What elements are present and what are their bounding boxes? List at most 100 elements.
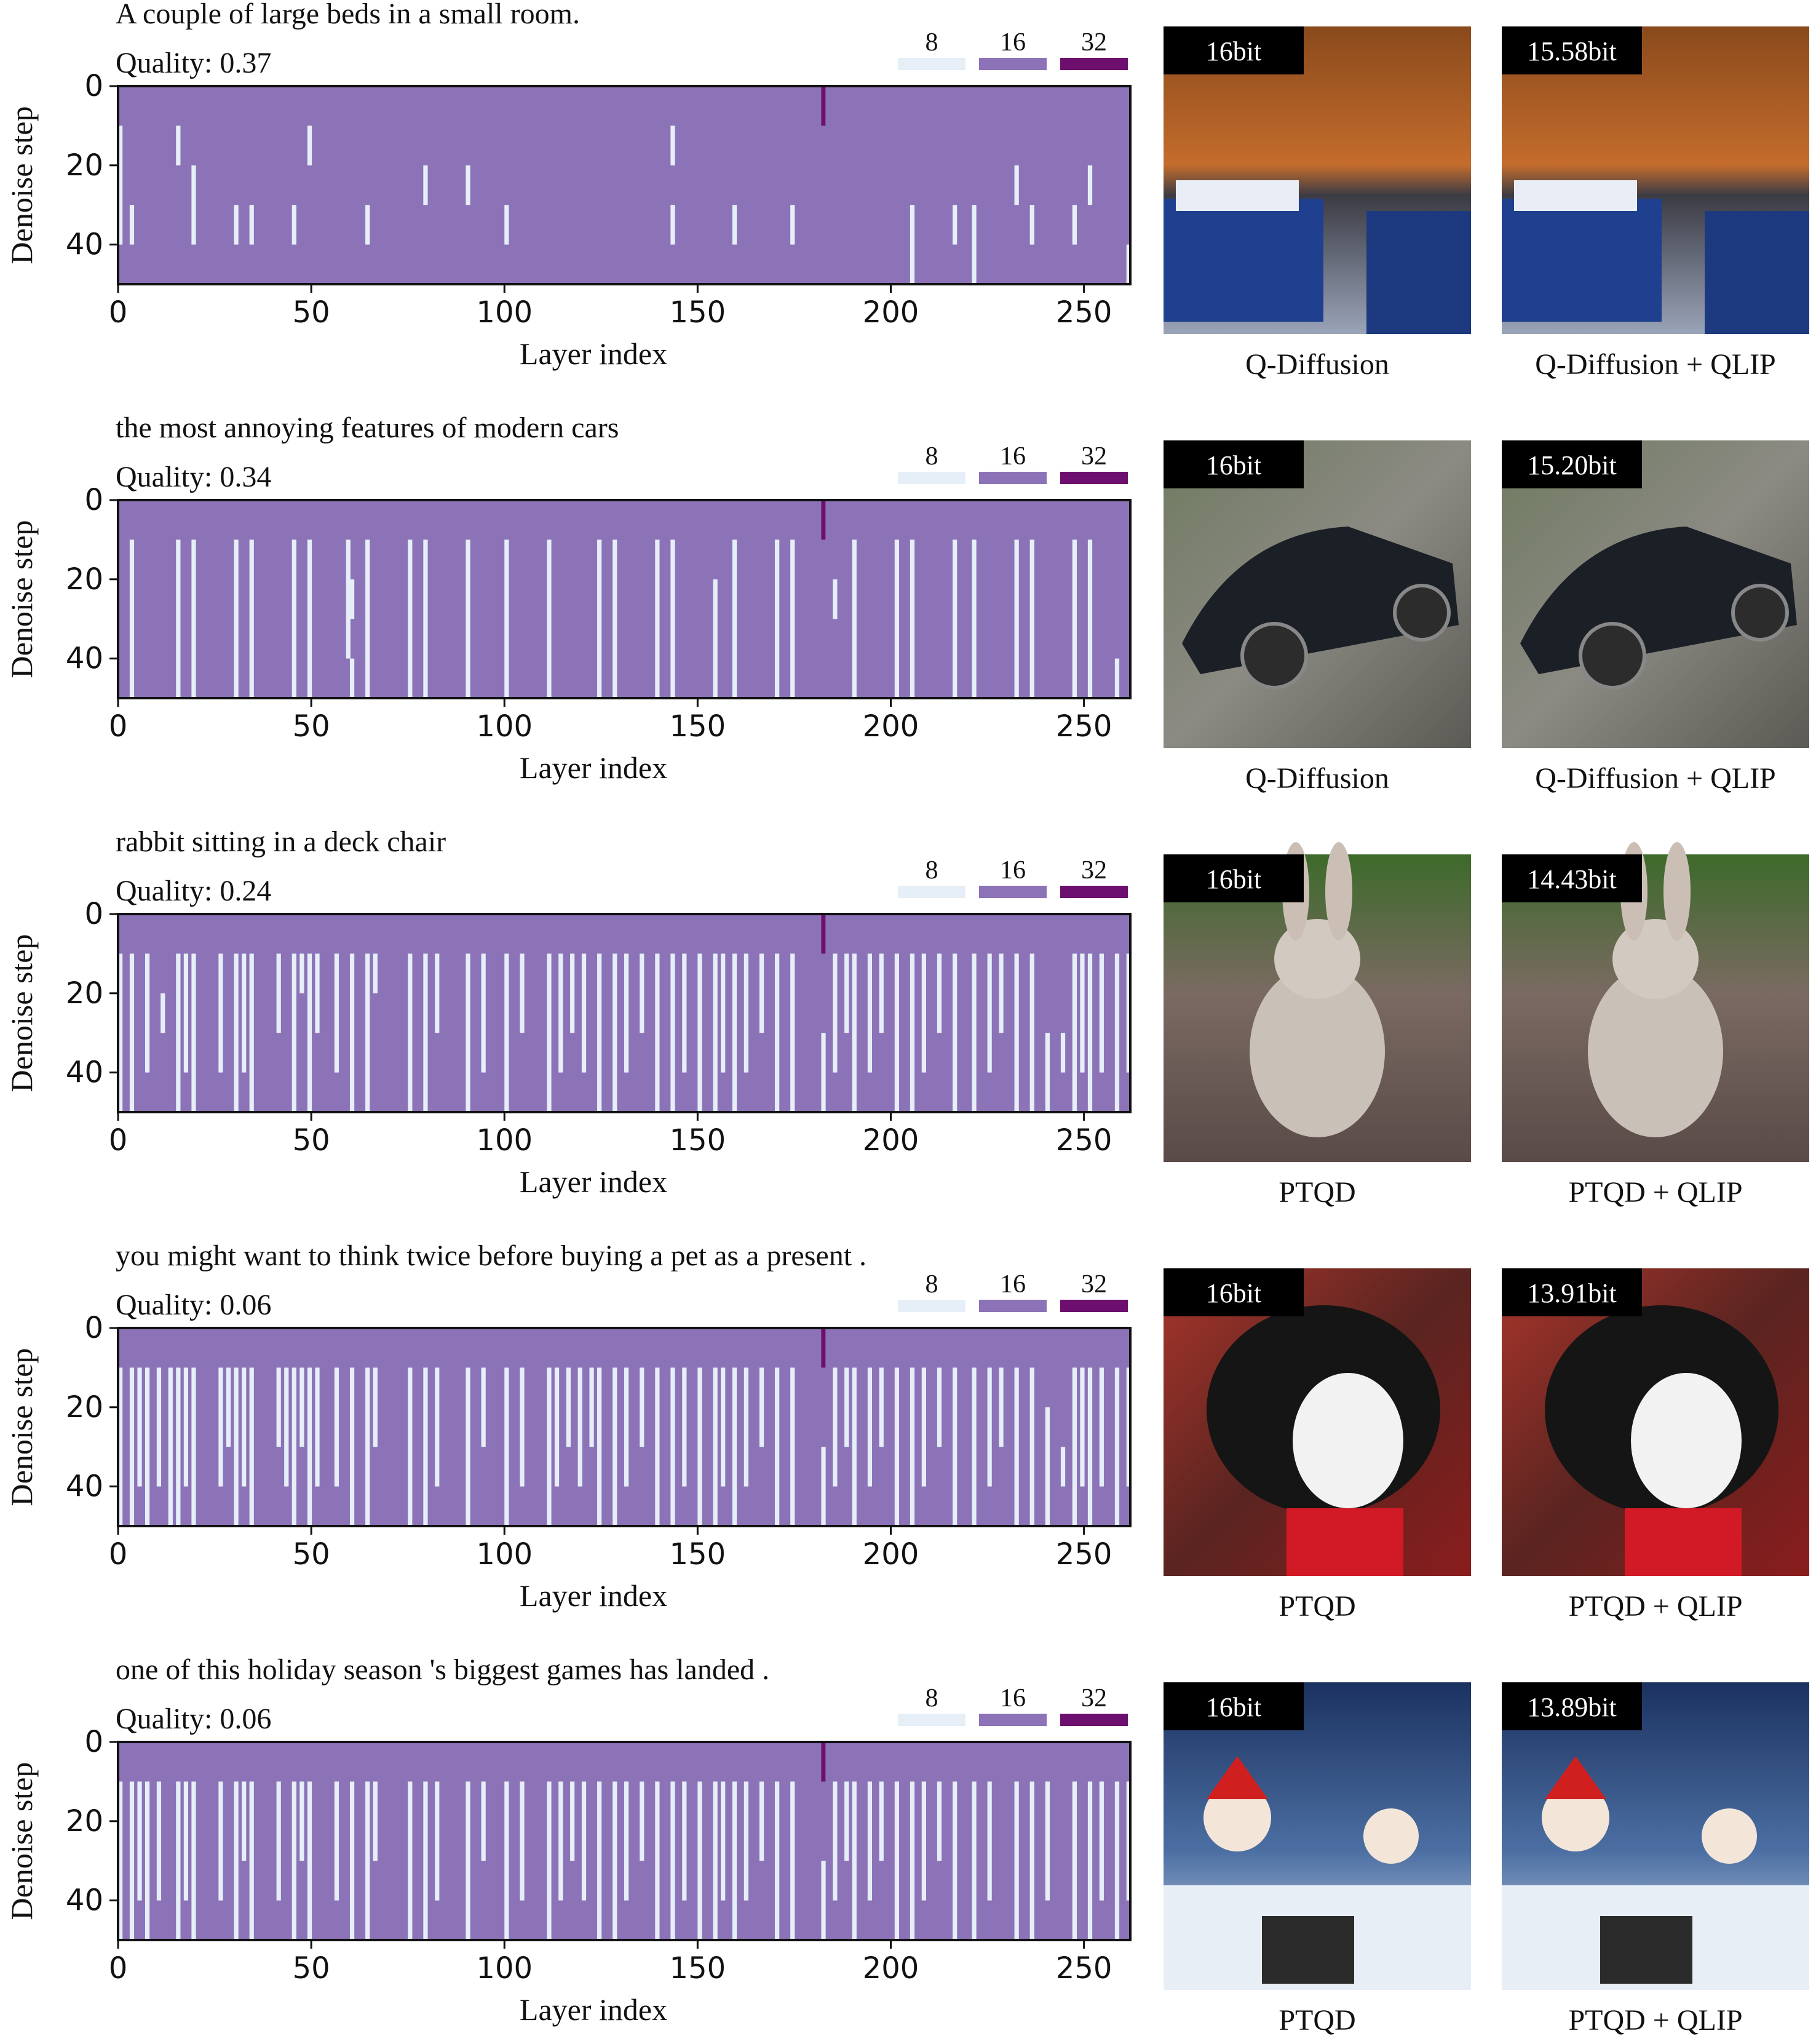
heatmap-cell-8bit-26 [520, 1781, 525, 1901]
y-tick-label-40: 40 [66, 1883, 103, 1918]
heatmap-cell-8bit-47 [833, 953, 838, 1073]
heatmap-cell-8bit-2 [145, 953, 150, 1073]
heatmap-cell-8bit-12 [670, 125, 675, 165]
heatmap-cell-8bit-53 [844, 1367, 849, 1447]
heatmap-cell-8bit-56 [953, 1781, 958, 1940]
bit-tag: 16bit [1206, 1692, 1261, 1722]
generated-image-qlip: 13.89bit PTQD + QLIP [1502, 1682, 1809, 2037]
heatmap-cell-8bit-60 [1029, 1781, 1034, 1940]
heatmap-cell-8bit-66 [1029, 1367, 1034, 1526]
heatmap-cell-8bit-23 [1126, 244, 1131, 284]
legend-label-16bit: 16 [1000, 28, 1026, 57]
heatmap-cell-8bit-39 [713, 953, 718, 1112]
heatmap-cell-8bit-36 [670, 953, 675, 1112]
x-tick-label-50: 50 [293, 1123, 330, 1158]
bit-tag: 16bit [1206, 450, 1261, 480]
heatmap-cell-8bit-5 [291, 539, 296, 698]
plot-frame [117, 1327, 1132, 1527]
heatmap-cell-8bit-17 [349, 1781, 355, 1940]
heatmap-cell-8bit-28 [558, 953, 563, 1073]
heatmap-background [118, 500, 1130, 698]
legend-label-8bit: 8 [926, 856, 938, 885]
car-wheel [1579, 622, 1646, 690]
x-tick-label-200: 200 [863, 1123, 919, 1158]
legend-label-32bit: 32 [1081, 442, 1107, 471]
heatmap-cell-8bit-58 [987, 953, 992, 1073]
heatmap-cell-8bit-63 [1087, 1781, 1093, 1940]
heatmap-cell-8bit-18 [972, 205, 977, 284]
bed-left [1164, 199, 1323, 322]
heatmap-cell-8bit-13 [249, 1367, 254, 1526]
heatmap-cell-8bit-10 [466, 165, 470, 205]
heatmap-cell-8bit-46 [732, 1367, 737, 1526]
pillow [1514, 180, 1637, 211]
heatmap-panel-2: the most annoying features of modern car… [4, 412, 1809, 795]
heatmap-cell-8bit-7 [307, 125, 312, 165]
x-tick-label-50: 50 [293, 1537, 330, 1572]
heatmap-cell-8bit-0 [118, 125, 123, 245]
generated-image-qlip: 15.58bit Q-Diffusion + QLIP [1502, 26, 1809, 381]
rabbit-head [1274, 919, 1360, 999]
heatmap-cell-8bit-11 [249, 1781, 254, 1940]
heatmap-cell-8bit-34 [1114, 658, 1120, 698]
x-tick-label-100: 100 [476, 709, 533, 744]
heatmap-cell-8bit-70 [1080, 1367, 1085, 1487]
y-tick-label-0: 0 [84, 483, 103, 517]
x-tick-label-250: 250 [1056, 1951, 1112, 1986]
method-label: PTQD + QLIP [1568, 2004, 1742, 2037]
heatmap-cell-8bit-16 [597, 539, 602, 698]
x-tick-label-100: 100 [476, 295, 533, 330]
heatmap-cell-8bit-43 [697, 1367, 702, 1526]
heatmap-cell-8bit-33 [566, 1367, 571, 1447]
heatmap-cell-8bit-24 [408, 1367, 413, 1526]
heatmap-cell-8bit-26 [520, 953, 525, 1033]
heatmap-cell-8bit-29 [570, 1781, 575, 1861]
heatmap-cell-8bit-54 [921, 953, 926, 1073]
heatmap-cell-8bit-11 [504, 205, 509, 245]
heatmap-cell-8bit-61 [953, 1367, 958, 1526]
x-tick-label-150: 150 [670, 1951, 726, 1986]
heatmap-cell-8bit-57 [894, 1367, 899, 1526]
heatmap-cell-8bit-35 [589, 1367, 594, 1447]
heatmap-cell-8bit-20 [334, 1367, 339, 1487]
x-tick-label-100: 100 [476, 1123, 533, 1158]
heatmap-cell-8bit-24 [481, 953, 486, 1073]
heatmap-cell-8bit-32 [613, 1781, 617, 1940]
heatmap-cell-8bit-74 [1126, 1367, 1131, 1487]
method-label: PTQD [1279, 2004, 1355, 2037]
heatmap-cell-8bit-38 [697, 1781, 702, 1940]
heatmap-cell-8bit-68 [1060, 1447, 1066, 1487]
heatmap-cell-8bit-15 [547, 539, 552, 698]
panel-caption: the most annoying features of modern car… [116, 412, 619, 444]
heatmap-cell-8bit-65 [1114, 1781, 1120, 1940]
heatmap-cell-8bit-11 [234, 1367, 239, 1526]
heatmap-cell-8bit-1 [129, 1781, 135, 1940]
heatmap-cell-8bit-37 [682, 953, 687, 1073]
heatmap-cell-8bit-6 [176, 1367, 181, 1526]
heatmap-cell-8bit-34 [640, 953, 644, 1033]
x-tick-label-0: 0 [109, 1537, 128, 1572]
x-tick-label-100: 100 [476, 1537, 533, 1572]
gift-box [1625, 1508, 1742, 1576]
heatmap-cell-8bit-0 [118, 1367, 123, 1526]
heatmap-cell-8bit-1 [129, 1367, 135, 1526]
heatmap-cell-8bit-25 [423, 1367, 428, 1526]
x-tick-label-0: 0 [109, 709, 128, 744]
legend-label-16bit: 16 [1000, 442, 1026, 471]
heatmap-cell-8bit-3 [234, 539, 239, 698]
heatmap-cell-8bit-20 [1029, 205, 1034, 245]
santa-hat [1207, 1756, 1268, 1799]
heatmap-cell-8bit-2 [137, 1781, 142, 1901]
heatmap-cell-8bit-27 [547, 1781, 552, 1940]
heatmap-cell-8bit-49 [852, 1781, 857, 1940]
heatmap-cell-8bit-0 [118, 1781, 123, 1940]
heatmap-cell-8bit-17 [613, 539, 617, 698]
heatmap-cell-32bit-0 [821, 1328, 826, 1368]
legend-swatch-16bit [979, 1714, 1047, 1726]
x-tick-label-150: 150 [670, 709, 726, 744]
heatmap-cell-8bit-17 [953, 205, 958, 245]
x-tick-label-250: 250 [1056, 295, 1112, 330]
heatmap-cell-8bit-18 [365, 1781, 370, 1940]
heatmap-cell-8bit-22 [365, 1367, 370, 1526]
heatmap-cell-8bit-62 [1045, 1033, 1050, 1112]
